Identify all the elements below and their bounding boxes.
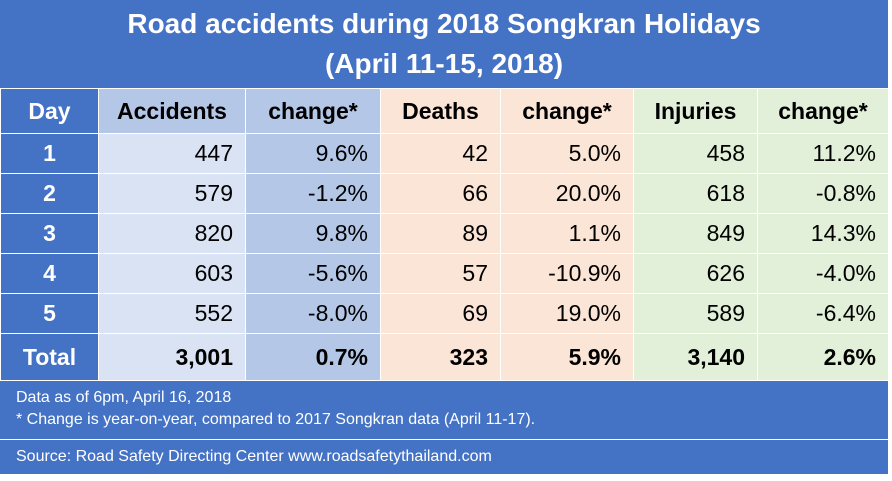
note-change: * Change is year-on-year, compared to 20… xyxy=(16,411,536,428)
cell-accidents-change: 9.6% xyxy=(245,133,381,174)
cell-deaths: 57 xyxy=(380,253,501,294)
cell-injuries: 618 xyxy=(633,173,758,214)
accidents-table: Day Accidents change* Deaths change* Injuries… xyxy=(0,88,889,381)
cell-injuries-change: 14.3% xyxy=(757,213,889,254)
cell-deaths: 69 xyxy=(380,293,501,334)
cell-deaths-change: 5.9% xyxy=(500,333,634,381)
cell-injuries-change: 2.6% xyxy=(757,333,889,381)
cell-day: 2 xyxy=(0,173,99,214)
cell-day: 1 xyxy=(0,133,99,174)
total-row: Total 3,001 0.7% 323 5.9% 3,140 2.6% xyxy=(0,333,889,381)
cell-injuries: 458 xyxy=(633,133,758,174)
cell-injuries: 589 xyxy=(633,293,758,334)
note-data-date: Data as of 6pm, April 16, 2018 xyxy=(16,389,232,406)
header-accidents-change: change* xyxy=(245,88,381,134)
cell-accidents: 820 xyxy=(98,213,246,254)
cell-deaths-change: 1.1% xyxy=(500,213,634,254)
cell-accidents: 552 xyxy=(98,293,246,334)
cell-injuries-change: -6.4% xyxy=(757,293,889,334)
header-day: Day xyxy=(0,88,99,134)
title-line-1: Road accidents during 2018 Songkran Holi… xyxy=(127,8,761,39)
header-deaths: Deaths xyxy=(380,88,501,134)
cell-day: 4 xyxy=(0,253,99,294)
cell-injuries: 849 xyxy=(633,213,758,254)
header-deaths-change: change* xyxy=(500,88,634,134)
cell-injuries: 626 xyxy=(633,253,758,294)
cell-deaths: 89 xyxy=(380,213,501,254)
cell-injuries-change: 11.2% xyxy=(757,133,889,174)
header-row: Day Accidents change* Deaths change* Injuries… xyxy=(0,88,889,134)
cell-deaths: 66 xyxy=(380,173,501,214)
cell-accidents-change: -1.2% xyxy=(245,173,381,214)
title: Road accidents during 2018 Songkran Holi… xyxy=(0,0,888,88)
cell-injuries-change: -4.0% xyxy=(757,253,889,294)
table-row: 4 603 -5.6% 57 -10.9% 626 -4.0% xyxy=(0,253,889,294)
source: Source: Road Safety Directing Center www… xyxy=(16,448,492,465)
table-row: 1 447 9.6% 42 5.0% 458 11.2% xyxy=(0,133,889,174)
cell-accidents-change: 9.8% xyxy=(245,213,381,254)
notes: Data as of 6pm, April 16, 2018 * Change … xyxy=(0,381,888,440)
cell-deaths: 323 xyxy=(380,333,501,381)
cell-accidents: 447 xyxy=(98,133,246,174)
table-row: 5 552 -8.0% 69 19.0% 589 -6.4% xyxy=(0,293,889,334)
cell-day: 3 xyxy=(0,213,99,254)
cell-accidents-change: -8.0% xyxy=(245,293,381,334)
cell-accidents-change: -5.6% xyxy=(245,253,381,294)
header-injuries: Injuries xyxy=(633,88,758,134)
cell-injuries-change: -0.8% xyxy=(757,173,889,214)
cell-day: 5 xyxy=(0,293,99,334)
cell-accidents-change: 0.7% xyxy=(245,333,381,381)
cell-accidents: 3,001 xyxy=(98,333,246,381)
cell-deaths: 42 xyxy=(380,133,501,174)
cell-accidents: 579 xyxy=(98,173,246,214)
cell-deaths-change: -10.9% xyxy=(500,253,634,294)
cell-deaths-change: 19.0% xyxy=(500,293,634,334)
cell-deaths-change: 5.0% xyxy=(500,133,634,174)
cell-accidents: 603 xyxy=(98,253,246,294)
table-row: 3 820 9.8% 89 1.1% 849 14.3% xyxy=(0,213,889,254)
cell-day: Total xyxy=(0,333,99,381)
header-injuries-change: change* xyxy=(757,88,889,134)
cell-injuries: 3,140 xyxy=(633,333,758,381)
header-accidents: Accidents xyxy=(98,88,246,134)
table-row: 2 579 -1.2% 66 20.0% 618 -0.8% xyxy=(0,173,889,214)
title-line-2: (April 11-15, 2018) xyxy=(324,48,564,79)
cell-deaths-change: 20.0% xyxy=(500,173,634,214)
